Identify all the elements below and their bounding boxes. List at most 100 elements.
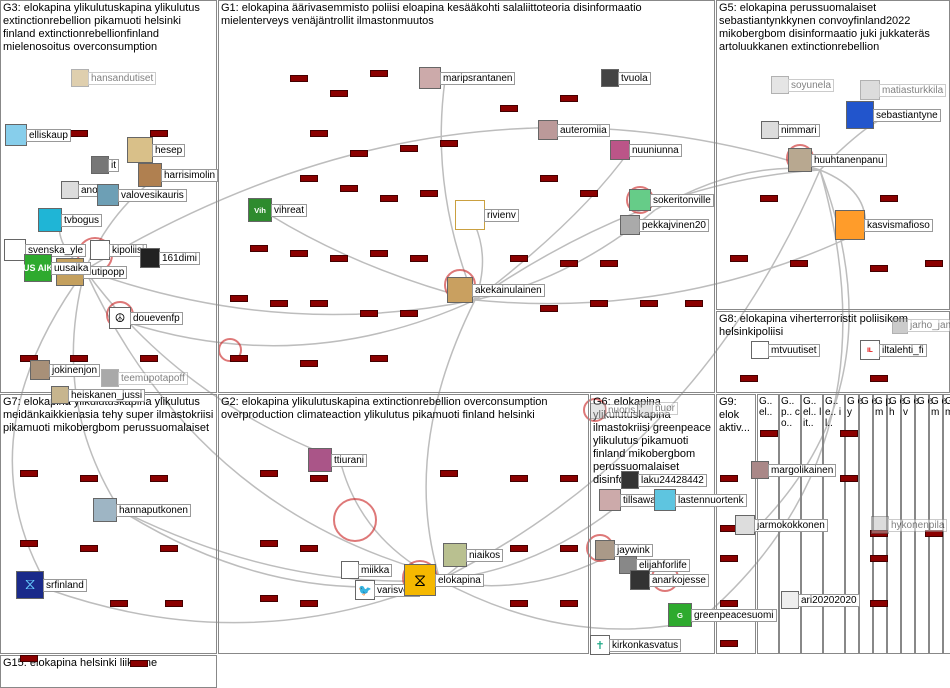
minor-node [925, 260, 943, 267]
avatar-icon [654, 489, 676, 511]
minor-node [400, 310, 418, 317]
avatar-icon [5, 124, 27, 146]
node-auteromiia[interactable]: auteromiia [538, 120, 610, 140]
node-ari20202020[interactable]: ari20202020 [781, 591, 860, 609]
node-label: uusaika [51, 262, 91, 275]
node-valovesikauris[interactable]: valovesikauris [97, 184, 187, 206]
minor-node [350, 150, 368, 157]
node-hannaputkonen[interactable]: hannaputkonen [93, 498, 191, 522]
node-kasvismafioso[interactable]: kasvismafioso [835, 210, 933, 240]
node-label: jokinenjon [49, 364, 100, 377]
node-label: rivienv [484, 209, 519, 222]
node-kipoliisi[interactable]: kipoliisi [90, 240, 147, 260]
avatar-icon [30, 360, 50, 380]
node-sebastiantyne[interactable]: sebastiantyne [846, 101, 941, 129]
node-iltalehti_fi[interactable]: ILiltalehti_fi [860, 340, 927, 360]
node-nuuniunna[interactable]: nuuniunna [610, 140, 682, 160]
node-elliskaup[interactable]: elliskaup [5, 124, 71, 146]
node-margolikainen[interactable]: margolikainen [751, 461, 836, 479]
node-miikka[interactable]: miikka [341, 561, 392, 579]
minor-node [310, 130, 328, 137]
node-kirkonkasvatus[interactable]: ✝kirkonkasvatus [590, 635, 681, 655]
node-it[interactable]: it [91, 156, 119, 174]
node-lastennuortenk[interactable]: lastennuortenk [654, 489, 747, 511]
avatar-icon [455, 200, 485, 230]
minor-node [150, 475, 168, 482]
node-161dimi[interactable]: 161dimi [140, 248, 200, 268]
node-maripsrantanen[interactable]: maripsrantanen [419, 67, 515, 89]
avatar-icon [846, 101, 874, 129]
node-laku24428442[interactable]: laku24428442 [621, 471, 707, 489]
node-tvbogus[interactable]: tvbogus [38, 208, 102, 232]
mini-group-label: G e m p [945, 396, 950, 418]
node-douevenfp[interactable]: ☮douevenfp [109, 307, 183, 329]
avatar-icon [771, 76, 789, 94]
minor-node [290, 75, 308, 82]
node-heiskanen_jussi[interactable]: heiskanen_jussi [51, 386, 145, 404]
avatar-icon [595, 540, 615, 560]
avatar-icon: Vih [248, 198, 272, 222]
minor-node [370, 250, 388, 257]
node-hykonenpila[interactable]: hykonenpila [871, 516, 947, 534]
node-hesep[interactable]: hesep [127, 137, 185, 163]
node-akekainulainen[interactable]: akekainulainen [447, 277, 545, 303]
node-jarho_jan[interactable]: jarho_jan [892, 317, 950, 335]
minor-node [150, 130, 168, 137]
node-matiasturkkila[interactable]: matiasturkkila [860, 80, 946, 100]
avatar-icon [51, 386, 69, 404]
node-sokeritonville[interactable]: sokeritonville [629, 189, 714, 211]
node-jokinenjon[interactable]: jokinenjon [30, 360, 100, 380]
node-huuhtanenpanu[interactable]: huuhtanenpanu [788, 148, 887, 172]
node-anarkojesse[interactable]: anarkojesse [630, 570, 709, 590]
node-label: nuuniunna [629, 144, 682, 157]
node-nimmari[interactable]: nimmari [761, 121, 820, 139]
node-rivienv[interactable]: rivienv [455, 200, 519, 230]
avatar-icon: G [668, 603, 692, 627]
node-uusaika[interactable]: UUS AIKAuusaika [24, 254, 91, 282]
node-soyunela[interactable]: soyunela [771, 76, 834, 94]
node-label: it [108, 159, 119, 172]
node-label: maripsrantanen [440, 72, 515, 85]
node-vihreat[interactable]: Vihvihreat [248, 198, 307, 222]
minor-node [370, 355, 388, 362]
node-jarmokokkonen[interactable]: jarmokokkonen [735, 515, 828, 535]
node-teemupotapoff[interactable]: teemupotapoff [101, 369, 188, 387]
minor-node [310, 475, 328, 482]
node-nuoris[interactable]: nuoris [590, 402, 638, 420]
avatar-icon [308, 448, 332, 472]
node-label: pekkajvinen20 [639, 219, 709, 232]
minor-node [510, 600, 528, 607]
node-ttiurani[interactable]: ttiurani [308, 448, 367, 472]
avatar-icon [610, 140, 630, 160]
node-label: lastennuortenk [675, 494, 747, 507]
minor-node [540, 305, 558, 312]
node-mtvuutiset[interactable]: mtvuutiset [751, 341, 820, 359]
node-label: matiasturkkila [879, 84, 946, 97]
minor-node [590, 300, 608, 307]
minor-node [580, 190, 598, 197]
avatar-icon [97, 184, 119, 206]
node-elokapina[interactable]: ⧖elokapina [404, 564, 484, 596]
node-hansandutiset[interactable]: hansandutiset [71, 69, 156, 87]
minor-node [420, 190, 438, 197]
node-tvuola[interactable]: tvuola [601, 69, 651, 87]
node-nuor[interactable]: nuor [637, 400, 678, 418]
avatar-icon [629, 189, 651, 211]
minor-node [560, 260, 578, 267]
node-niaikos[interactable]: niaikos [443, 543, 503, 567]
node-label: elliskaup [26, 129, 71, 142]
node-srfinland[interactable]: ⧖srfinland [16, 571, 87, 599]
minor-node [290, 250, 308, 257]
node-label: jarho_jan [907, 319, 950, 332]
avatar-icon [590, 403, 606, 419]
minor-node [870, 375, 888, 382]
minor-node [560, 475, 578, 482]
minor-node [870, 600, 888, 607]
node-greenpeacesuomi[interactable]: Ggreenpeacesuomi [668, 603, 777, 627]
avatar-icon [101, 369, 119, 387]
mini-group-label: G.. e.. il.. [825, 396, 845, 429]
node-label: auteromiia [557, 124, 610, 137]
node-label: laku24428442 [638, 474, 707, 487]
node-pekkajvinen20[interactable]: pekkajvinen20 [620, 215, 709, 235]
node-label: harrisimolin [161, 169, 218, 182]
